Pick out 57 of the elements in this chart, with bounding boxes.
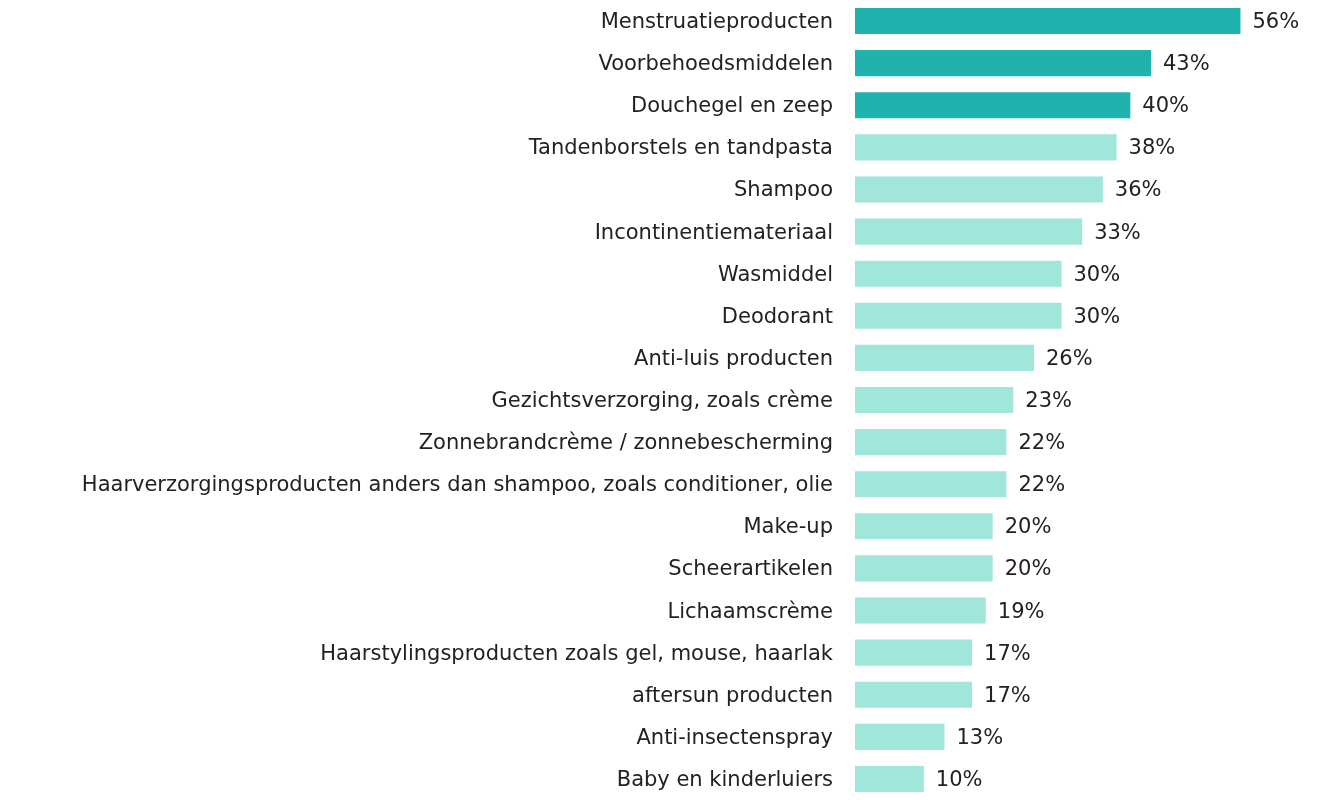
bar [855, 218, 1083, 245]
bar [855, 471, 1007, 498]
bar [855, 765, 924, 792]
data-label: 17% [984, 640, 1031, 665]
y-tick-label: Baby en kinderluiers [616, 766, 833, 791]
bar [855, 386, 1014, 414]
data-label: 36% [1114, 177, 1162, 202]
bar [855, 8, 1241, 35]
y-tick-label: Incontinentiemateriaal [594, 219, 833, 244]
data-label: 10% [935, 766, 983, 791]
y-tick-label: Haarverzorgingsproducten anders dan shampoo, zoals conditioner, olie [81, 472, 833, 497]
bar [855, 513, 993, 540]
y-tick-label: Anti-luis producten [634, 345, 833, 370]
y-tick-label: Anti-insectenspray [636, 724, 833, 749]
data-label: 23% [1025, 388, 1072, 412]
data-label: 38% [1128, 135, 1176, 160]
bar [855, 50, 1151, 77]
y-tick-label: Zonnebrandcrème / zonnebescherming [418, 430, 833, 455]
y-tick-label: Voorbehoedsmiddelen [598, 51, 833, 76]
data-label: 20% [1004, 556, 1052, 581]
bar [855, 597, 986, 624]
y-tick-label: Menstruatieproducten [600, 9, 833, 34]
data-label: 30% [1073, 261, 1121, 286]
data-label: 17% [984, 682, 1031, 707]
data-label: 43% [1162, 51, 1210, 76]
bar [855, 176, 1103, 203]
bar [855, 555, 993, 582]
data-label: 26% [1045, 345, 1093, 370]
bar [855, 260, 1062, 287]
bar [855, 723, 945, 750]
y-tick-label: Scheerartikelen [668, 556, 833, 581]
y-tick-label: Deodorant [721, 303, 833, 328]
data-label: 13% [956, 724, 1004, 749]
y-tick-label: Tandenborstels en tandpasta [527, 135, 833, 160]
data-label: 22% [1018, 430, 1066, 455]
y-tick-label: Douchegel en zeep [631, 93, 833, 118]
y-tick-label: Wasmiddel [718, 261, 833, 286]
bar [855, 302, 1062, 329]
data-label: 22% [1018, 472, 1066, 497]
y-tick-label: Make-up [743, 514, 833, 539]
bar [855, 681, 973, 708]
data-label: 40% [1142, 93, 1190, 118]
data-label: 30% [1073, 303, 1121, 328]
bar [855, 344, 1034, 371]
y-tick-label: aftersun producten [632, 682, 833, 707]
data-label: 33% [1094, 219, 1141, 244]
y-tick-label: Haarstylingsproducten zoals gel, mouse, haarlak [320, 640, 834, 665]
y-tick-label: Gezichtsverzorging, zoals crème [491, 388, 833, 412]
data-label: 20% [1004, 514, 1052, 539]
bar [855, 92, 1131, 119]
data-label: 56% [1252, 9, 1300, 34]
bar [855, 639, 973, 666]
bar [855, 134, 1117, 161]
bar [855, 429, 1007, 456]
data-label: 19% [997, 598, 1045, 623]
y-tick-label: Shampoo [734, 177, 833, 202]
y-tick-label: Lichaamscrème [667, 598, 833, 623]
